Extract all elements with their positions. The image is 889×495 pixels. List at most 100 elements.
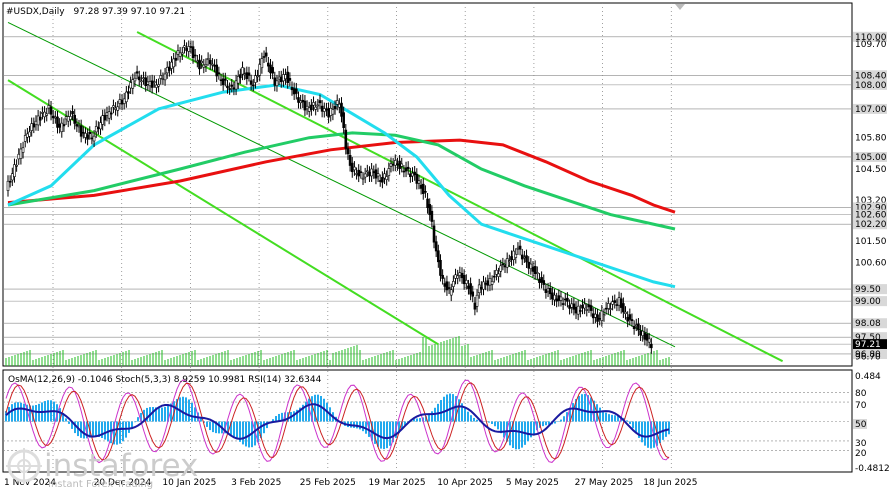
candle-body xyxy=(108,112,110,118)
candle-body xyxy=(360,172,362,173)
osma-bar xyxy=(17,402,19,421)
osma-bar xyxy=(188,399,190,421)
candle-body xyxy=(439,260,441,275)
candle-body xyxy=(607,303,609,308)
candle-body xyxy=(166,67,168,72)
candle-body xyxy=(112,106,114,108)
candle-body xyxy=(102,116,104,125)
osma-bar xyxy=(212,422,214,433)
candle-body xyxy=(69,116,71,119)
candle-body xyxy=(569,305,571,308)
candle-body xyxy=(198,60,200,69)
candle-body xyxy=(577,306,579,314)
candle-body xyxy=(31,124,33,131)
price-tick-label: 98.08 xyxy=(855,319,881,329)
candle-body xyxy=(46,114,48,115)
candle-body xyxy=(95,126,97,131)
candle-body xyxy=(420,185,422,188)
candle-body xyxy=(183,46,185,48)
candle-body xyxy=(145,78,147,86)
osma-bar xyxy=(182,397,184,422)
candle-body xyxy=(117,107,119,111)
candle-body xyxy=(72,111,74,114)
candle-body xyxy=(239,75,241,78)
osma-bar xyxy=(23,404,25,422)
candle-body xyxy=(29,132,31,136)
candle-body xyxy=(414,172,416,175)
candle-body xyxy=(457,276,459,278)
osma-bar xyxy=(467,412,469,422)
candle-body xyxy=(259,64,261,75)
candle-body xyxy=(379,181,381,182)
candle-body xyxy=(287,72,289,83)
candle-body xyxy=(491,281,493,284)
candle-body xyxy=(168,67,170,71)
osma-bar xyxy=(68,422,70,424)
price-tick-label: 96.70 xyxy=(855,352,881,362)
candle-body xyxy=(345,130,347,148)
candle-body xyxy=(104,115,106,120)
candle-body xyxy=(375,170,377,178)
osma-bar xyxy=(236,422,238,440)
candle-body xyxy=(444,284,446,287)
candle-body xyxy=(394,160,396,165)
osma-bar xyxy=(443,397,445,422)
osma-bar xyxy=(416,418,418,421)
candle-body xyxy=(450,290,452,295)
candle-body xyxy=(82,132,84,133)
candle-body xyxy=(125,92,127,102)
osma-bar xyxy=(305,402,307,422)
osma-bar xyxy=(242,422,244,445)
candle-body xyxy=(603,315,605,316)
candle-body xyxy=(618,298,620,305)
candle-body xyxy=(633,326,635,328)
candle-body xyxy=(622,303,624,312)
candle-body xyxy=(224,79,226,81)
candle-body xyxy=(89,132,91,133)
candle-body xyxy=(403,171,405,172)
osma-bar xyxy=(383,422,385,450)
candle-body xyxy=(158,85,160,87)
candle-body xyxy=(558,296,560,301)
osma-bar xyxy=(233,422,235,437)
candle-body xyxy=(80,126,82,137)
candle-body xyxy=(121,100,123,104)
candle-body xyxy=(504,266,506,267)
candle-body xyxy=(237,76,239,83)
candle-body xyxy=(579,310,581,311)
candle-body xyxy=(289,78,291,80)
osma-bar xyxy=(185,397,187,421)
osma-bar xyxy=(380,422,382,449)
candle-body xyxy=(489,278,491,285)
symbol-label: #USDX,Daily xyxy=(6,7,65,17)
candle-body xyxy=(612,302,614,305)
candle-body xyxy=(437,251,439,262)
candle-body xyxy=(545,289,547,292)
candle-body xyxy=(523,257,525,258)
candle-body xyxy=(592,314,594,318)
osma-bar xyxy=(158,408,160,422)
candle-body xyxy=(513,251,515,260)
candle-body xyxy=(412,173,414,176)
candle-body xyxy=(586,309,588,310)
candle-body xyxy=(495,270,497,274)
candle-body xyxy=(429,204,431,214)
osma-bar xyxy=(497,422,499,430)
osma-bar xyxy=(386,422,388,449)
osma-bar xyxy=(245,422,247,447)
osma-bar xyxy=(557,422,559,423)
candle-body xyxy=(465,280,467,283)
time-tick-label: 3 Feb 2025 xyxy=(231,478,281,488)
candle-body xyxy=(265,53,267,56)
candle-body xyxy=(321,106,323,111)
candle-body xyxy=(433,226,435,242)
candle-body xyxy=(571,304,573,307)
candle-body xyxy=(293,89,295,94)
candle-body xyxy=(442,275,444,278)
osma-bar xyxy=(563,416,565,421)
candle-body xyxy=(78,126,80,127)
candle-body xyxy=(401,164,403,166)
candle-body xyxy=(177,50,179,54)
osma-bar xyxy=(191,403,193,422)
